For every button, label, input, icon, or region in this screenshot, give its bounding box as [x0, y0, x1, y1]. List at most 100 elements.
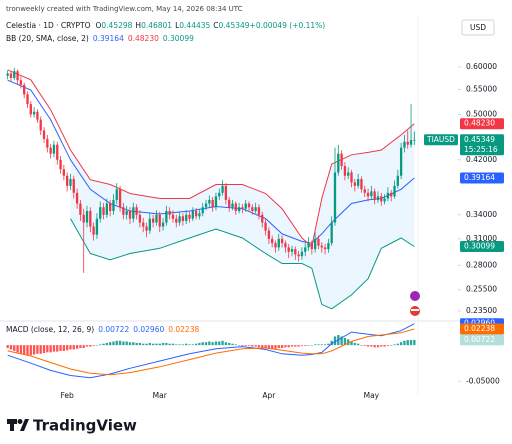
- ohlc-key: C: [213, 21, 218, 30]
- candle-body: [204, 203, 208, 208]
- candle-body: [267, 230, 271, 239]
- candle-body: [396, 175, 399, 186]
- candle-body: [383, 198, 386, 202]
- candle-body: [333, 172, 337, 223]
- histogram-bar: [151, 343, 155, 346]
- candle-body: [36, 111, 39, 120]
- y-tick-label: 0.42000: [466, 155, 497, 164]
- candle-body: [327, 243, 330, 250]
- candle-body: [403, 141, 406, 148]
- candle-body: [151, 218, 155, 223]
- histogram-bar: [360, 345, 363, 346]
- candle-body: [181, 216, 185, 221]
- histogram-bar: [26, 345, 29, 356]
- histogram-bar: [105, 342, 109, 346]
- candle-body: [399, 147, 403, 176]
- candle-body: [211, 199, 214, 208]
- symbol: Celestia · 1D · CRYPTO: [6, 21, 91, 30]
- histogram-bar: [145, 343, 148, 346]
- histogram-bar: [323, 344, 327, 346]
- candle-body: [191, 210, 194, 219]
- histogram-bar: [122, 341, 125, 346]
- candle-body: [386, 192, 390, 199]
- histogram-bar: [188, 344, 191, 346]
- candle-body: [62, 169, 66, 176]
- candle-body: [66, 175, 69, 186]
- histogram-bar: [366, 345, 370, 347]
- candle-body: [277, 238, 280, 248]
- candle-body: [409, 140, 413, 145]
- price-badge: [460, 172, 504, 184]
- macd-legend: MACD (close, 12, 26, 9) 0.00722 0.02960 0.0…: [6, 325, 199, 334]
- histogram-bar: [320, 344, 323, 346]
- candle-body: [175, 218, 178, 223]
- ohlc-value: 0.44435: [179, 21, 210, 30]
- candle-body: [373, 191, 376, 200]
- candle-body: [406, 141, 409, 145]
- histogram-bar: [148, 342, 151, 346]
- candle-body: [132, 207, 135, 219]
- histogram-bar: [6, 345, 9, 349]
- histogram-bar: [231, 343, 234, 346]
- credit: tronweekly created with TradingView.com,…: [6, 5, 243, 13]
- candle-body: [171, 214, 175, 219]
- logo-mark: [17, 419, 23, 424]
- histogram-bar: [413, 339, 416, 346]
- x-tick-label: May: [364, 391, 380, 400]
- histogram-bar: [356, 343, 360, 346]
- event-icon[interactable]: [410, 291, 420, 301]
- histogram-bar: [13, 345, 16, 351]
- candle-body: [108, 203, 112, 211]
- candle-body: [280, 238, 284, 244]
- histogram-bar: [46, 345, 49, 353]
- candle-body: [287, 247, 290, 252]
- histogram-bar: [99, 344, 102, 346]
- candle-body: [158, 214, 161, 227]
- price-badge: [460, 134, 504, 156]
- candle-body: [29, 104, 32, 115]
- candle-body: [340, 153, 343, 167]
- candle-body: [39, 119, 42, 131]
- candle-body: [237, 207, 241, 211]
- candle-body: [330, 222, 333, 244]
- candle-body: [390, 192, 393, 197]
- histogram-bar: [340, 336, 343, 346]
- histogram-bar: [313, 344, 317, 346]
- histogram-bar: [221, 340, 224, 346]
- candle-body: [201, 207, 204, 214]
- histogram-bar: [185, 343, 188, 346]
- histogram-bar: [294, 345, 297, 347]
- histogram-bar: [290, 345, 294, 347]
- candle-body: [208, 199, 211, 204]
- candle-body: [194, 210, 198, 217]
- candle-body: [376, 196, 380, 200]
- histogram-bar: [9, 345, 13, 350]
- histogram-bar: [287, 345, 290, 348]
- histogram-bar: [36, 345, 39, 354]
- histogram-bar: [128, 342, 132, 346]
- x-tick-label: Feb: [61, 391, 75, 400]
- candle-body: [168, 210, 171, 215]
- currency[interactable]: USD: [470, 23, 486, 32]
- candle-body: [23, 84, 26, 95]
- price-badge-label: 0.00722: [464, 335, 495, 344]
- candle-body: [185, 214, 188, 221]
- histogram-bar: [393, 344, 396, 346]
- candle-body: [161, 222, 165, 227]
- flag-stripe: [411, 309, 419, 311]
- bb-legend: BB (20, SMA, close, 2) 0.39164 0.48230 0.30…: [6, 34, 194, 43]
- y-tick-label: 0.31000: [466, 234, 497, 243]
- macd-value: 0.00722: [98, 325, 129, 334]
- candle-body: [347, 172, 350, 176]
- histogram-bar: [194, 343, 198, 346]
- price-badge-label: 0.39164: [464, 173, 495, 182]
- candle-body: [145, 226, 148, 231]
- currency-box[interactable]: [461, 19, 495, 36]
- histogram-bar: [370, 345, 373, 347]
- candle-body: [122, 207, 125, 215]
- ohlc-value: 0.45298: [101, 21, 132, 30]
- histogram-bar: [237, 345, 241, 346]
- histogram-bar: [125, 341, 128, 346]
- histogram-bar: [62, 345, 66, 351]
- candle-body: [274, 243, 277, 248]
